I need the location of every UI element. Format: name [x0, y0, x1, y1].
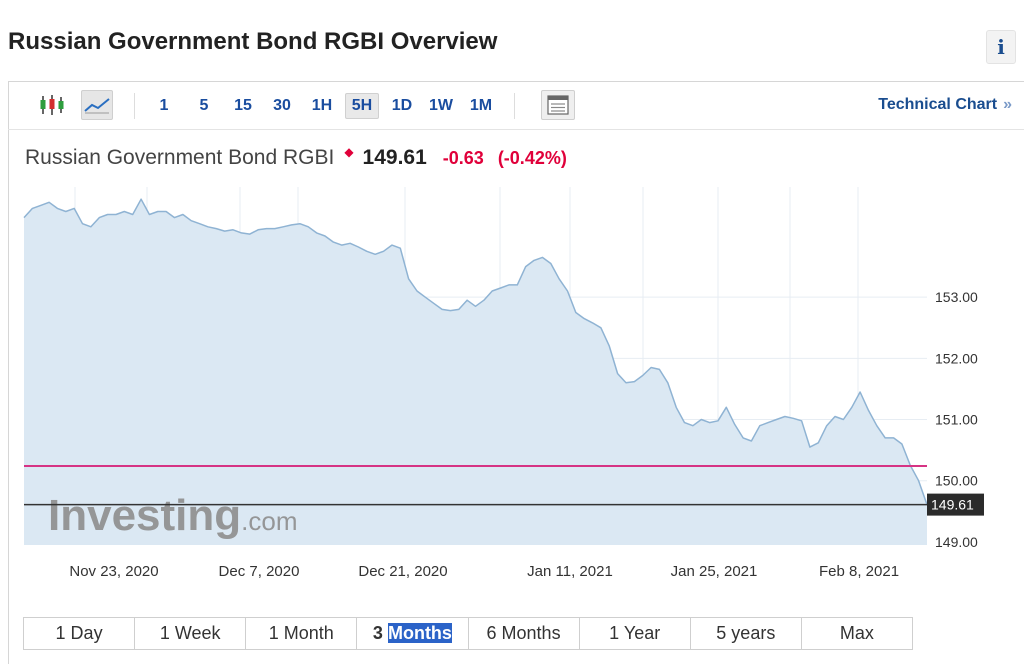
- quote-header: Russian Government Bond RGBI ◆ 149.61 -0…: [25, 145, 567, 170]
- interval-1h[interactable]: 1H: [311, 97, 333, 114]
- y-tick-label: 153.00: [935, 289, 978, 305]
- last-price-label-bg: [927, 493, 984, 516]
- technical-chart-link[interactable]: Technical Chart »: [878, 96, 1012, 114]
- x-tick-label: Feb 8, 2021: [819, 563, 899, 580]
- price-change: -0.63: [442, 148, 484, 168]
- price-change-percent: (-0.42%): [497, 148, 567, 168]
- toolbar-divider: [514, 93, 515, 119]
- info-button[interactable]: i: [986, 30, 1016, 64]
- interval-1m[interactable]: 1M: [469, 97, 493, 114]
- x-tick-label: Nov 23, 2020: [69, 563, 158, 580]
- x-tick-label: Dec 7, 2020: [219, 563, 300, 580]
- price-chart[interactable]: Investing.com149.00150.00151.00152.00153…: [0, 0, 1024, 600]
- last-price: 149.61: [362, 146, 427, 169]
- y-tick-label: 151.00: [935, 412, 978, 428]
- toolbar-divider: [134, 93, 135, 119]
- range-3-months-number: 3: [372, 623, 383, 643]
- x-tick-label: Jan 11, 2021: [527, 563, 613, 580]
- table-glyph: [547, 95, 569, 115]
- price-down-icon: ◆: [344, 145, 354, 159]
- interval-1w[interactable]: 1W: [429, 97, 453, 114]
- investing-watermark: Investing.com: [48, 491, 298, 540]
- range-5-years[interactable]: 5 years: [691, 618, 802, 649]
- chart-panel: [8, 81, 1024, 664]
- interval-1d[interactable]: 1D: [391, 97, 413, 114]
- candlestick-chart-icon[interactable]: [36, 90, 68, 120]
- interval-30[interactable]: 30: [273, 97, 291, 114]
- watermark-suffix: .com: [241, 506, 297, 536]
- range-1-week[interactable]: 1 Week: [135, 618, 247, 649]
- price-line: [23, 198, 928, 505]
- price-area-fill: [24, 199, 927, 545]
- candlestick-glyph: [40, 95, 64, 115]
- watermark-brand: Investing: [48, 491, 241, 540]
- range-1-month[interactable]: 1 Month: [246, 618, 358, 649]
- range-3-months[interactable]: 3 Months: [357, 618, 469, 649]
- range-1-day[interactable]: 1 Day: [24, 618, 136, 649]
- range-3-months-selected-text: Months: [387, 623, 452, 643]
- interval-15[interactable]: 15: [234, 97, 252, 114]
- last-price-label: 149.61: [931, 497, 974, 513]
- range-1-year[interactable]: 1 Year: [580, 618, 691, 649]
- y-tick-label: 149.00: [935, 534, 978, 550]
- y-tick-label: 150.00: [935, 473, 978, 489]
- area-chart-glyph: [84, 98, 110, 114]
- range-6-months[interactable]: 6 Months: [469, 618, 580, 649]
- x-tick-label: Jan 25, 2021: [671, 563, 758, 580]
- area-chart-icon[interactable]: [81, 90, 113, 120]
- range-max[interactable]: Max: [839, 623, 874, 643]
- instrument-name: Russian Government Bond RGBI: [25, 146, 335, 169]
- page-title: Russian Government Bond RGBI Overview: [8, 28, 498, 55]
- interval-5[interactable]: 5: [199, 97, 209, 114]
- x-tick-label: Dec 21, 2020: [358, 563, 447, 580]
- double-chevron-icon: »: [1003, 96, 1012, 113]
- chart-toolbar: 1 5 15 30 1H 5H 1D 1W 1M Technical Chart…: [8, 82, 1024, 130]
- technical-chart-label: Technical Chart: [878, 96, 998, 113]
- interval-5h[interactable]: 5H: [345, 93, 379, 119]
- table-view-icon[interactable]: [541, 90, 575, 120]
- range-selector: 1 Day 1 Week 1 Month 3 Months 6 Months 1…: [23, 617, 913, 650]
- y-tick-label: 152.00: [935, 350, 978, 366]
- interval-1[interactable]: 1: [159, 97, 169, 114]
